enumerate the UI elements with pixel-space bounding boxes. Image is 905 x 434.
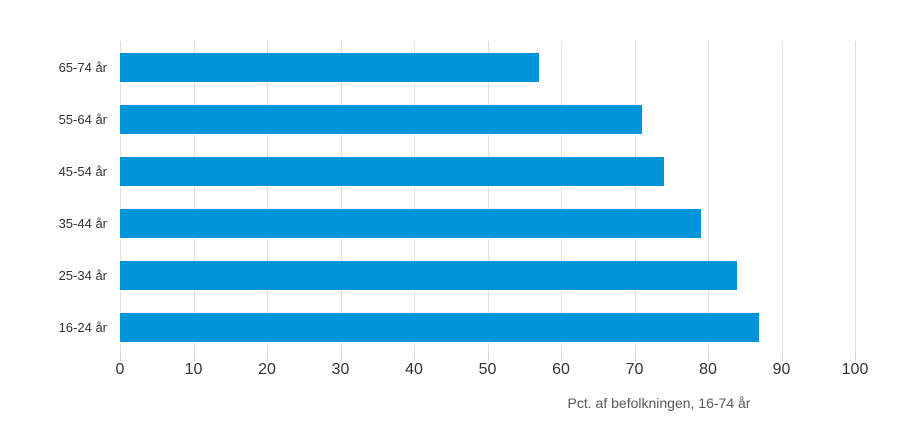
gridline — [561, 41, 562, 353]
x-tick-label: 50 — [478, 361, 497, 378]
x-tick-label: 20 — [258, 361, 276, 378]
gridline — [193, 41, 195, 353]
y-category-label: 45-54 år — [58, 163, 107, 179]
x-axis-tick — [561, 353, 562, 361]
gridline — [340, 41, 342, 353]
x-tick-label: 100 — [841, 361, 869, 378]
gridline — [708, 41, 709, 353]
x-tick-label: 30 — [331, 361, 350, 378]
x-axis-tick — [855, 353, 856, 361]
x-axis-tick — [267, 353, 268, 361]
x-axis-tick — [414, 353, 415, 361]
x-tick-label: 80 — [699, 361, 717, 378]
x-tick-label: 0 — [115, 361, 125, 378]
bar[interactable] — [120, 208, 701, 238]
gridline — [120, 41, 121, 353]
bar[interactable] — [120, 104, 642, 134]
bar[interactable] — [120, 260, 738, 290]
x-axis-tick — [193, 353, 195, 361]
y-category-label: 25-34 år — [58, 267, 107, 283]
gridline — [634, 41, 636, 353]
gridline — [267, 41, 268, 353]
x-tick-label: 40 — [405, 361, 423, 378]
y-category-label: 55-64 år — [58, 111, 107, 127]
x-tick-label: 70 — [625, 361, 644, 378]
gridline — [855, 41, 856, 353]
x-axis-tick — [708, 353, 709, 361]
y-category-label: 65-74 år — [58, 59, 107, 75]
bar[interactable] — [120, 312, 760, 342]
x-tick-label: 90 — [772, 361, 791, 378]
y-category-label: 16-24 år — [58, 319, 107, 335]
x-axis-tick — [340, 353, 342, 361]
y-category-label: 35-44 år — [58, 215, 107, 231]
x-tick-label: 10 — [184, 361, 203, 378]
x-axis-tick — [487, 353, 489, 361]
x-axis-tick — [120, 353, 121, 361]
gridline — [781, 41, 783, 353]
x-tick-label: 60 — [552, 361, 570, 378]
bar[interactable] — [120, 156, 664, 186]
x-axis-tick — [634, 353, 636, 361]
x-axis-tick — [781, 353, 783, 361]
x-axis-title: Pct. af befolkningen, 16-74 år — [567, 395, 751, 411]
gridline — [414, 41, 415, 353]
bar[interactable] — [120, 52, 539, 82]
gridline — [487, 41, 489, 353]
